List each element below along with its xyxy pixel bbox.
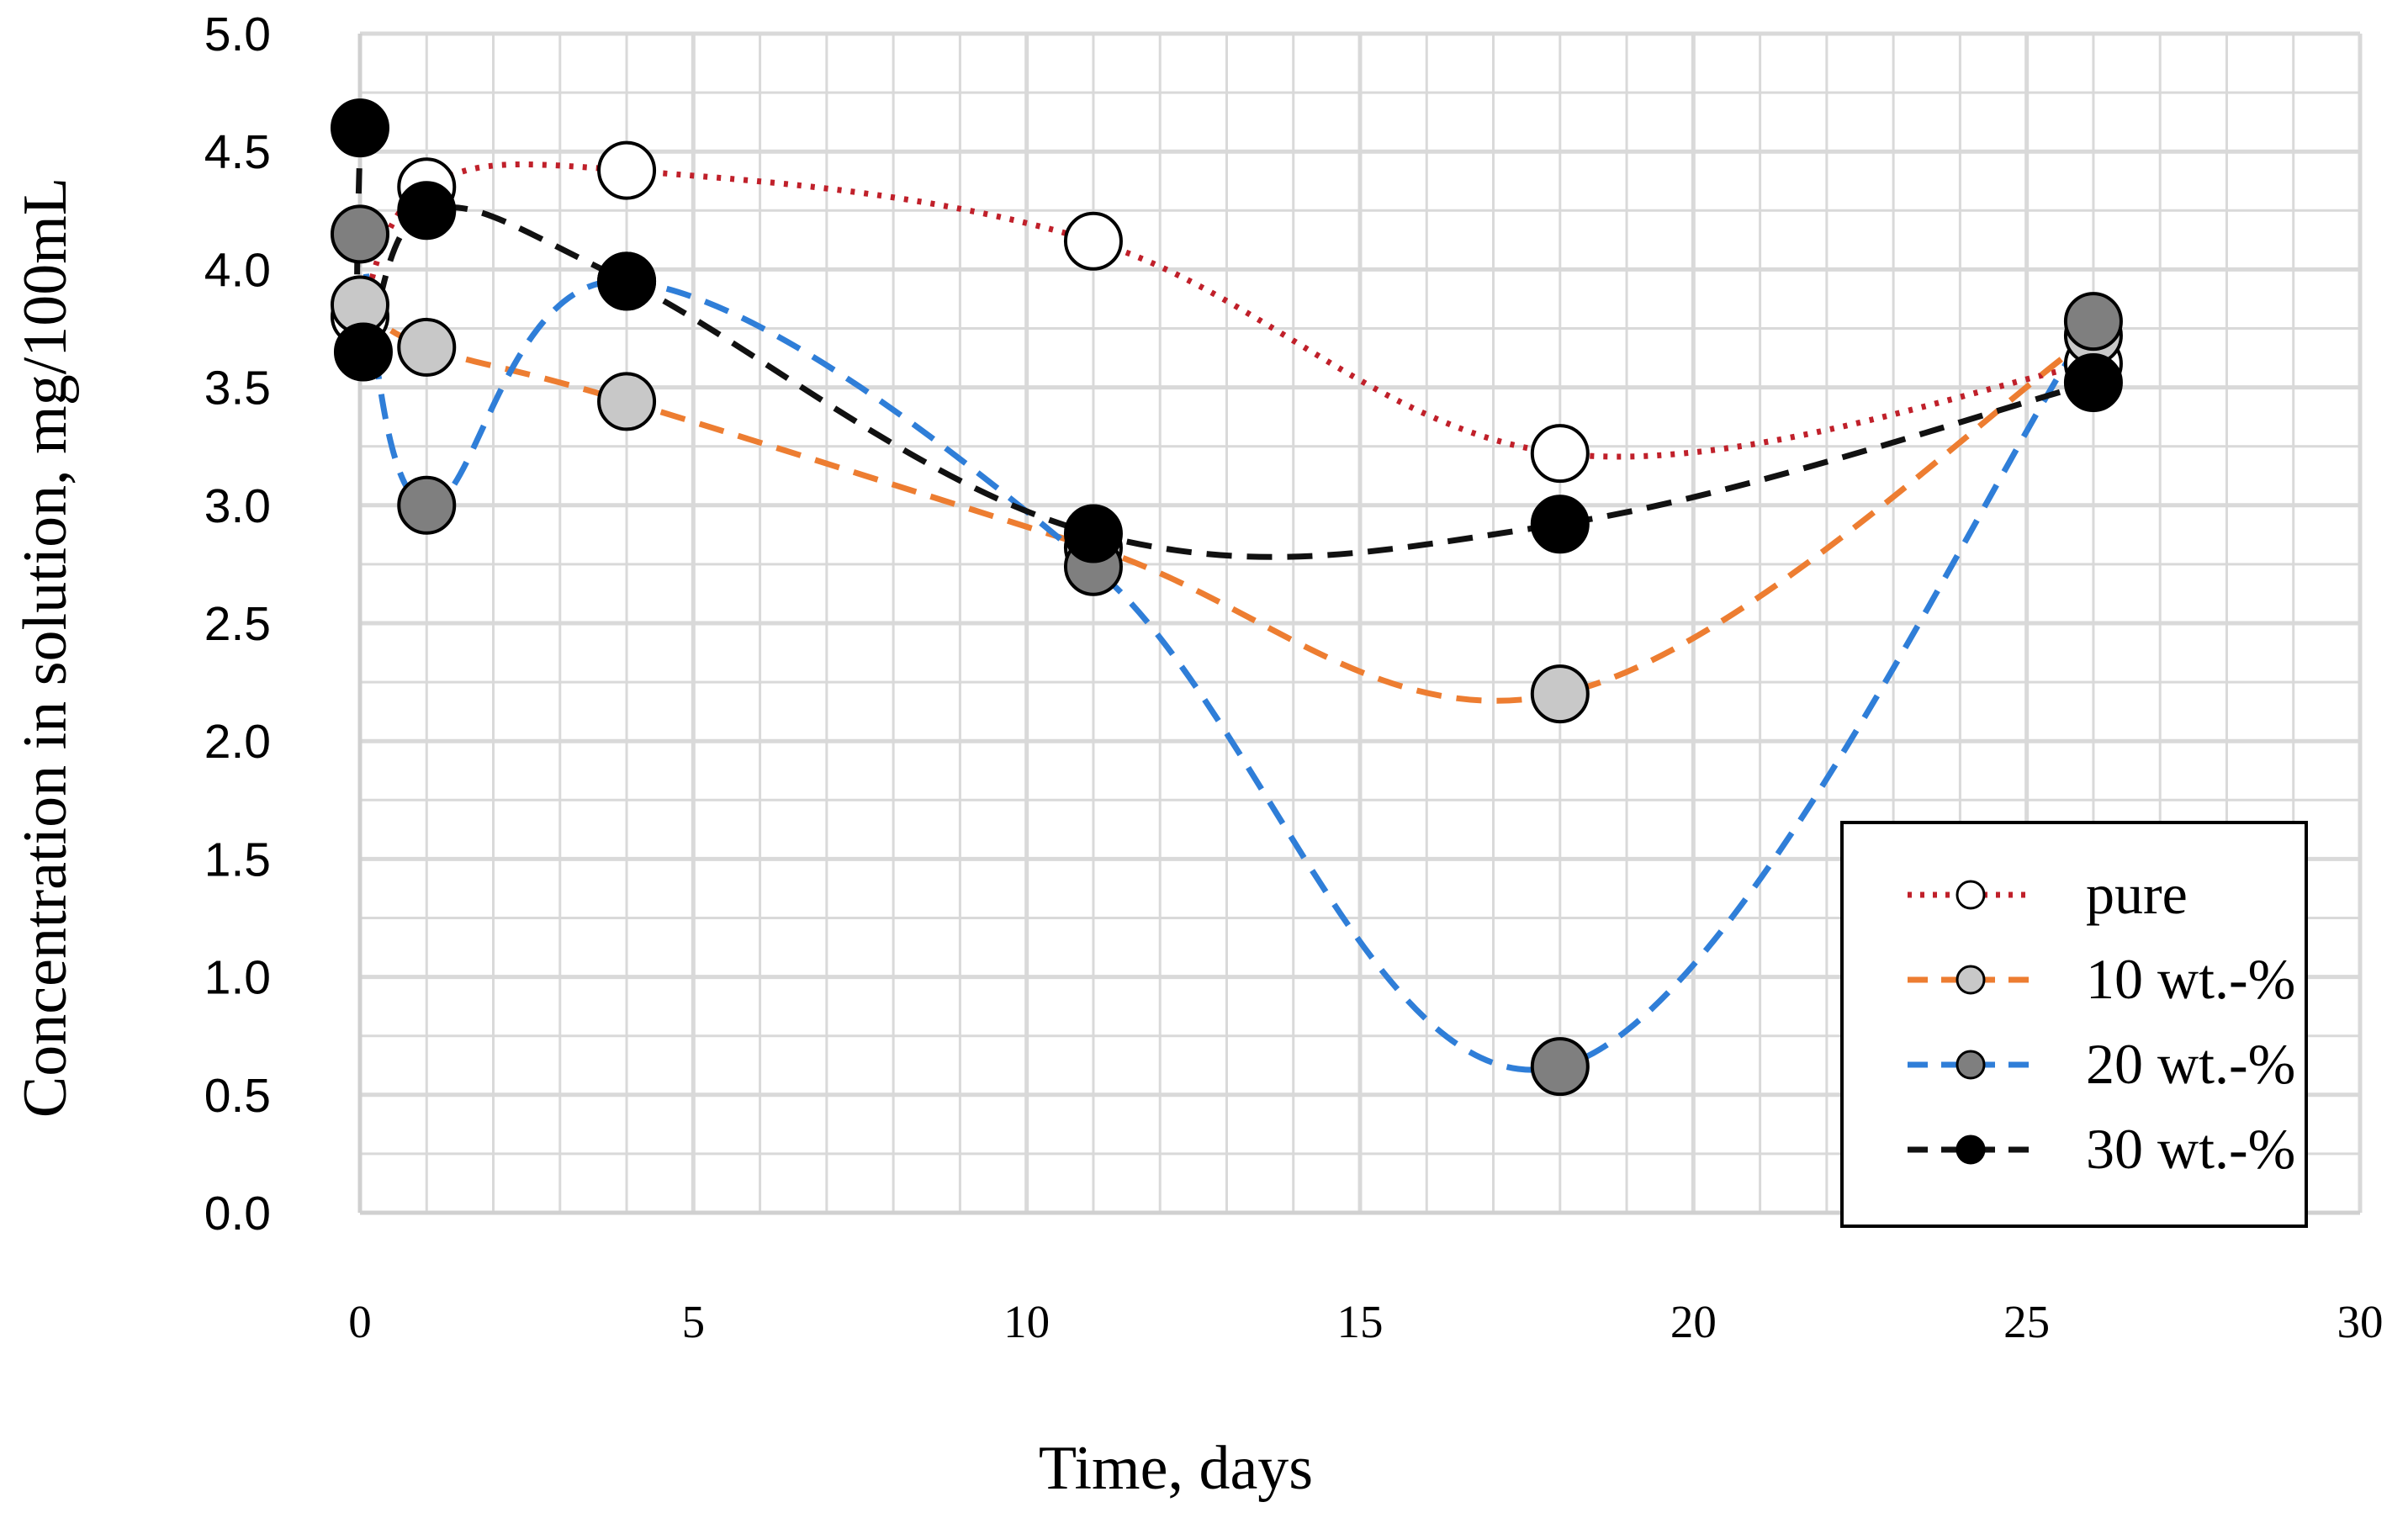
- legend-item: 10 wt.-%: [1908, 947, 2295, 1011]
- x-tick-label: 20: [1670, 1296, 1717, 1347]
- y-tick-label: 0.0: [204, 1187, 271, 1240]
- tick-labels: 0.0 0.5 1.0 1.5 2.0 2.5 3.0 3.5 4.0 4.5 5.0 0 5 10 15 2…: [204, 8, 2384, 1347]
- series-layer: [331, 98, 2123, 1097]
- data-point: [597, 140, 657, 200]
- legend-marker: [1956, 1050, 1986, 1080]
- data-point: [397, 475, 457, 535]
- legend-marker: [1956, 880, 1986, 910]
- series-markers-4: [331, 98, 2123, 563]
- data-point: [1530, 424, 1590, 484]
- legend-marker: [1956, 1135, 1986, 1165]
- legend-label: pure: [2086, 862, 2188, 926]
- data-point: [2063, 352, 2123, 412]
- y-tick-label: 5.0: [204, 8, 271, 61]
- x-tick-label: 5: [682, 1296, 706, 1347]
- data-point: [1063, 211, 1123, 271]
- x-axis-title: Time, days: [1039, 1434, 1313, 1503]
- y-tick-label: 3.0: [204, 479, 271, 533]
- data-point: [397, 181, 457, 241]
- legend-box: [1840, 821, 2308, 1228]
- x-tick-label: 0: [348, 1296, 372, 1347]
- y-tick-label: 2.5: [204, 597, 271, 651]
- legend-label: 10 wt.-%: [2086, 947, 2295, 1011]
- y-tick-label: 4.0: [204, 243, 271, 297]
- legend-label: 30 wt.-%: [2086, 1117, 2295, 1181]
- data-point: [333, 322, 393, 382]
- data-point: [597, 372, 657, 431]
- legend-marker: [1956, 965, 1986, 995]
- y-tick-label: 3.5: [204, 362, 271, 415]
- data-point: [1063, 504, 1123, 563]
- y-tick-label: 0.5: [204, 1069, 271, 1123]
- data-point: [1530, 495, 1590, 554]
- data-point: [2063, 292, 2123, 352]
- x-tick-label: 15: [1337, 1296, 1384, 1347]
- y-tick-label: 1.0: [204, 951, 271, 1005]
- y-tick-label: 1.5: [204, 833, 271, 886]
- legend-item: 20 wt.-%: [1908, 1032, 2295, 1096]
- series-4: [354, 128, 2094, 560]
- data-point: [331, 204, 389, 264]
- series-line: [354, 128, 2094, 560]
- legend: pure 10 wt.-% 20 wt.-% 30 wt.-%: [1840, 821, 2308, 1228]
- data-point: [397, 317, 457, 377]
- x-tick-label: 25: [2003, 1296, 2050, 1347]
- data-point: [1530, 1037, 1590, 1097]
- data-point: [331, 98, 389, 158]
- y-axis-title: Concentration in solution, mg/100mL: [11, 177, 80, 1118]
- x-tick-label: 30: [2337, 1296, 2384, 1347]
- legend-item: 30 wt.-%: [1908, 1117, 2295, 1181]
- legend-item: pure: [1908, 862, 2188, 926]
- y-tick-label: 2.0: [204, 715, 271, 769]
- legend-label: 20 wt.-%: [2086, 1032, 2295, 1096]
- x-tick-label: 10: [1003, 1296, 1050, 1347]
- data-point: [1530, 664, 1590, 724]
- y-tick-label: 4.5: [204, 125, 271, 179]
- data-point: [597, 251, 657, 311]
